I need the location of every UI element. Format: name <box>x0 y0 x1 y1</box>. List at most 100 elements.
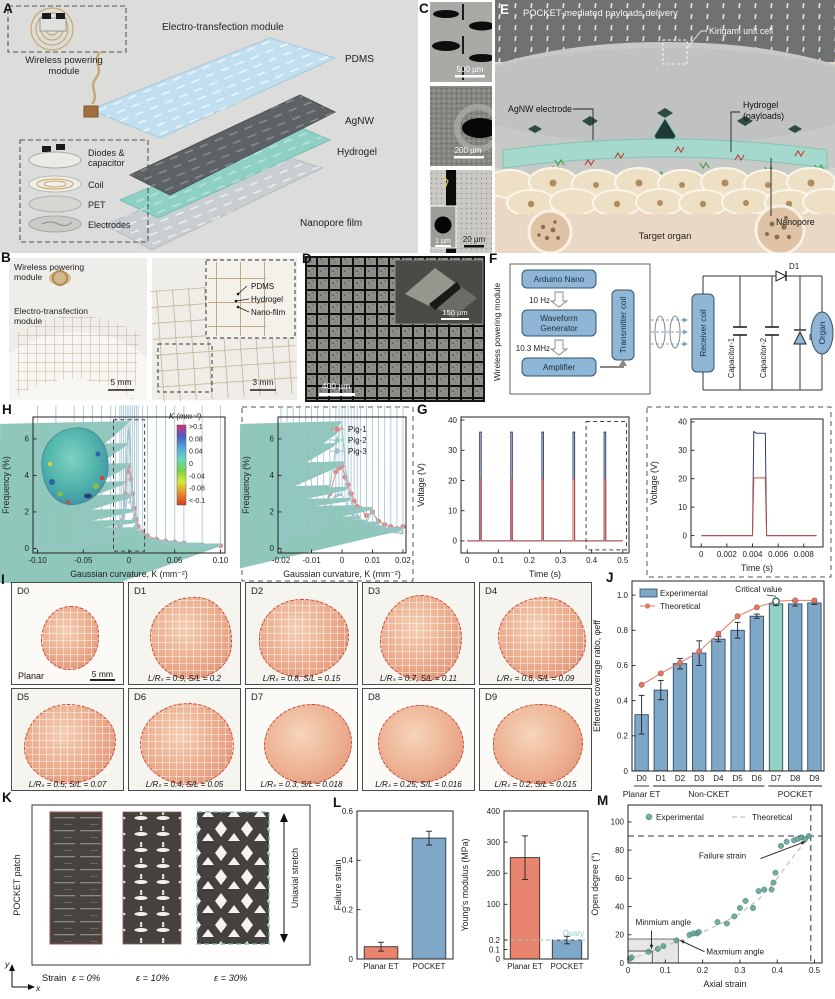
sample-day-label: D5 <box>17 692 30 703</box>
ovary-photo <box>24 704 116 784</box>
zoom-region-box <box>157 343 213 393</box>
svg-text:0.02: 0.02 <box>395 556 411 565</box>
circuit-wires <box>702 275 823 391</box>
svg-text:-0.08: -0.08 <box>189 486 205 493</box>
svg-text:0.002: 0.002 <box>717 550 738 559</box>
bar-D1 <box>653 689 668 772</box>
svg-text:D3: D3 <box>694 774 705 783</box>
pulse-organ-voltage <box>467 478 623 542</box>
svg-text:Frequency (%): Frequency (%) <box>1 456 11 514</box>
svg-text:Planar ET: Planar ET <box>363 962 399 971</box>
ovary-curvature-map <box>41 427 109 505</box>
inset-label-nanofilm: Nano-film <box>251 308 286 317</box>
sample-day-label: D3 <box>368 586 381 597</box>
patch-strain-0 <box>49 811 103 945</box>
panel-h-curvature-histogram: -0.10 -0.05 0 0.05 0.10 0 2 4 6 Gaussian curvatur… <box>0 405 229 583</box>
svg-text:D1: D1 <box>656 774 667 783</box>
coil-wire <box>90 51 102 105</box>
panel-i-cell-D7: D7 L/Rₛ = 0.3, S/L = 0.018 <box>245 688 358 791</box>
bar-D2 <box>672 663 688 772</box>
panel-letter-c: C <box>419 1 429 16</box>
organ-load-icon: Organ <box>810 311 834 355</box>
x-axis-label: x <box>35 983 41 993</box>
svg-text:400: 400 <box>487 807 501 816</box>
photo-caption: L/Rₛ = 0.5, S/L = 0.07 <box>28 780 107 789</box>
ovary-photo <box>498 597 586 679</box>
layer-label-pdms: PDMS <box>345 54 374 65</box>
photo1-et-label: Electro-transfection <box>14 306 88 316</box>
svg-text:4: 4 <box>270 471 275 480</box>
patch-strain-30 <box>196 811 270 945</box>
svg-text:0.008: 0.008 <box>794 550 815 559</box>
ovary-photo <box>378 705 464 783</box>
svg-text:Experimental: Experimental <box>656 813 704 822</box>
scale-bar-500um: 500 µm <box>457 65 484 74</box>
bar-D9 <box>807 602 822 772</box>
svg-text:0.2: 0.2 <box>489 936 501 945</box>
svg-text:Receiver coil: Receiver coil <box>698 309 708 357</box>
svg-text:D7: D7 <box>771 774 782 783</box>
panel-i-cell-D9: D9 L/Rₛ = 0.2, S/L = 0.015 <box>479 688 592 791</box>
amplifier-block: Amplifier <box>521 357 597 377</box>
svg-text:Theoretical: Theoretical <box>752 813 793 822</box>
sample-day-label: D0 <box>17 586 30 597</box>
series-receiver-voltage <box>701 430 817 537</box>
diode-d1-icon <box>775 270 788 282</box>
svg-text:-0.01: -0.01 <box>302 556 321 565</box>
svg-text:0.08: 0.08 <box>189 436 203 443</box>
svg-text:0.2: 0.2 <box>617 732 629 741</box>
panel-k-stretch-sequence: POCKET patch Uniaxial stretch y x Strain… <box>4 804 311 993</box>
panel-l-modulus-bars: Planar ET POCKET Ovary 00.10.2 100 200 300 400 Y… <box>460 807 589 971</box>
photo1-et-label2: module <box>14 316 42 326</box>
ovary-photo <box>264 704 352 784</box>
transmitter-box <box>509 263 651 395</box>
svg-text:0.8: 0.8 <box>617 626 629 635</box>
svg-text:Axial strain: Axial strain <box>703 979 746 989</box>
panel-letter-j: J <box>606 570 614 585</box>
svg-text:0: 0 <box>189 461 193 468</box>
diode-d2-icon <box>793 329 807 345</box>
svg-text:Effective coverage ratio, φeff: Effective coverage ratio, φeff <box>592 619 602 732</box>
layer-label-nanopore: Nanopore film <box>300 218 362 229</box>
uniaxial-stretch-arrow <box>280 813 288 943</box>
panel-d-sem-grid: 150 µm 400 µm <box>305 256 485 402</box>
panel-letter-g: G <box>417 402 428 417</box>
hydrogel-payloads-label2: (payloads) <box>743 111 784 121</box>
photo-caption: L/Rₛ = 0.8, S/L = 0.15 <box>262 674 341 683</box>
pdms-layer <box>88 37 337 139</box>
ovary-photo <box>150 597 232 679</box>
layer-label-hydrogel: Hydrogel <box>337 147 377 158</box>
svg-text:2: 2 <box>25 508 30 517</box>
svg-text:4: 4 <box>25 471 30 480</box>
panel-letter-b: B <box>1 250 11 265</box>
transmitter-coil-block: Transmitter coil <box>611 289 635 361</box>
panel-i-cell-D1: D1 L/Rₛ = 0.9, S/L = 0.2 <box>128 582 241 685</box>
scale-bar-5mm: 5 mm <box>89 669 115 681</box>
svg-text:0: 0 <box>620 959 625 968</box>
svg-text:200: 200 <box>487 869 501 878</box>
flow-arrow-icon <box>549 291 569 308</box>
sample-day-label: D6 <box>134 692 147 703</box>
agnw-layer <box>128 94 337 196</box>
svg-text:10: 10 <box>448 506 457 515</box>
bar-D4 <box>711 638 726 772</box>
photo-caption: Planar <box>18 671 45 681</box>
powering-coil-photo <box>52 270 68 286</box>
sample-day-label: D1 <box>134 586 147 597</box>
strain-label: Strain <box>42 973 66 983</box>
svg-text:-0.10: -0.10 <box>28 556 47 565</box>
svg-text:Critical value: Critical value <box>735 585 782 594</box>
svg-text:Time (s): Time (s) <box>529 569 561 579</box>
freq-10hz-label: 10 Hz <box>529 296 550 305</box>
panel-letter-l: L <box>333 795 342 810</box>
svg-text:0: 0 <box>626 966 631 975</box>
svg-text:Time (s): Time (s) <box>741 563 773 573</box>
svg-text:Frequency (%): Frequency (%) <box>241 456 251 514</box>
pocket-patch-label: POCKET patch <box>12 854 22 915</box>
svg-text:80: 80 <box>615 846 624 855</box>
svg-text:POCKET: POCKET <box>413 962 446 971</box>
photo-caption: L/Rₛ = 0.6, S/L = 0.09 <box>496 674 575 683</box>
svg-text:0: 0 <box>127 556 132 565</box>
svg-text:>0.1: >0.1 <box>189 424 203 431</box>
layer-label-agnw: AgNW <box>345 116 374 127</box>
